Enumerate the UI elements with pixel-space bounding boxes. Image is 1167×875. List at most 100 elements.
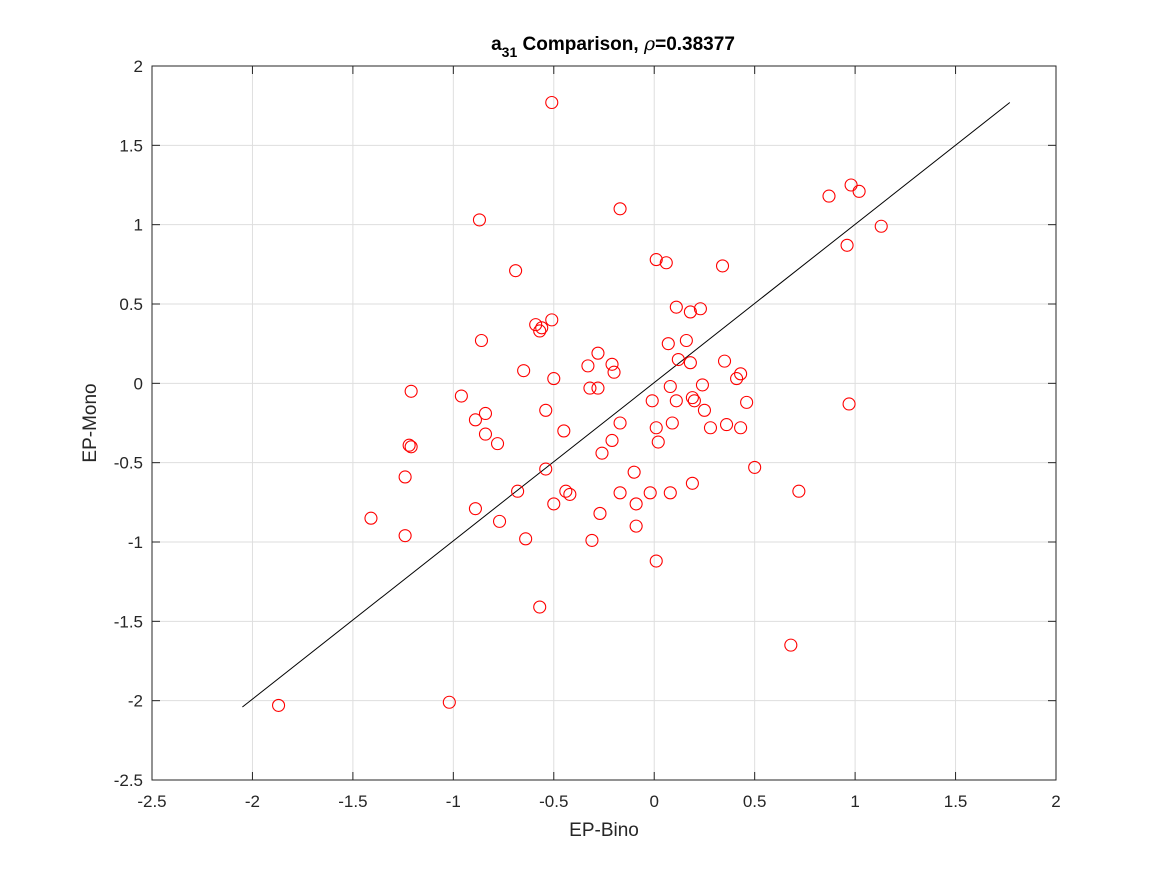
x-tick-label: 1.5 — [944, 792, 968, 811]
data-point — [629, 497, 643, 511]
reference-line-layer — [242, 102, 1011, 708]
data-point — [581, 359, 595, 373]
axes — [151, 65, 1057, 781]
x-axis-label: EP-Bino — [569, 820, 639, 841]
y-tick-label: -2 — [128, 692, 143, 711]
data-point — [685, 476, 699, 490]
title-main: a — [491, 34, 502, 55]
data-point — [703, 421, 718, 435]
data-point — [840, 238, 854, 252]
data-point — [591, 381, 605, 395]
data-point — [669, 300, 683, 314]
data-point — [533, 600, 547, 614]
data-point — [557, 424, 571, 438]
data-point — [593, 506, 607, 520]
chart-title: a31 Comparison, ρ=0.38377 — [491, 33, 735, 60]
y-tick-label: -1.5 — [114, 612, 143, 631]
data-point — [613, 486, 627, 500]
data-point — [539, 403, 553, 417]
tick-labels: -2.5 -2 -1.5 -1 -0.5 0 0.5 1 1.5 2 -2.5 -2 -1.5 -1 -0.… — [114, 57, 1061, 811]
data-point — [730, 372, 744, 386]
data-point — [717, 354, 732, 368]
data-point — [651, 435, 665, 449]
data-point — [629, 519, 643, 533]
x-tick-label: -1 — [446, 792, 461, 811]
data-point — [669, 394, 683, 408]
data-point — [364, 511, 378, 525]
data-point — [784, 638, 798, 652]
data-point — [605, 357, 619, 371]
data-point — [468, 413, 482, 427]
data-point — [649, 253, 663, 267]
data-point — [715, 259, 730, 273]
x-tick-label: 0.5 — [743, 792, 767, 811]
title-rho-symbol: ρ — [643, 33, 656, 55]
data-point — [649, 421, 663, 435]
y-tick-label: 1 — [134, 216, 143, 235]
data-point — [468, 502, 482, 516]
data-point — [734, 367, 748, 381]
data-point — [547, 497, 561, 511]
data-point — [671, 352, 685, 367]
data-point — [719, 418, 734, 432]
y-tick-label: 0 — [134, 374, 143, 393]
data-point — [695, 378, 709, 392]
data-point — [663, 486, 677, 500]
data-point — [490, 437, 505, 451]
data-point — [665, 416, 679, 430]
data-point — [539, 462, 553, 476]
data-point — [645, 394, 659, 408]
x-tick-label: -1.5 — [338, 792, 367, 811]
data-point — [842, 397, 856, 411]
data-point — [693, 302, 707, 316]
x-tick-label: -2 — [245, 792, 260, 811]
data-point — [591, 346, 605, 360]
y-tick-label: 1.5 — [119, 136, 143, 155]
data-point — [792, 484, 806, 498]
data-point — [545, 313, 559, 327]
data-point — [748, 460, 762, 474]
title-subscript: 31 — [502, 44, 518, 60]
data-points — [272, 95, 888, 712]
data-point — [663, 379, 677, 394]
data-point — [679, 333, 693, 348]
title-rest: =0.38377 — [655, 34, 735, 55]
data-point — [661, 337, 675, 351]
data-point — [404, 440, 418, 454]
data-point — [547, 372, 561, 386]
data-point — [685, 391, 699, 405]
x-tick-label: -2.5 — [137, 792, 166, 811]
data-point — [474, 333, 489, 348]
y-axis-label: EP-Mono — [80, 383, 101, 462]
data-point — [509, 264, 523, 278]
reference-line — [242, 102, 1011, 708]
data-point — [402, 438, 416, 452]
data-point — [517, 364, 531, 378]
data-point — [687, 394, 701, 408]
data-point — [607, 365, 621, 379]
x-tick-label: 0 — [649, 792, 658, 811]
data-point — [844, 178, 858, 192]
y-tick-label: 0.5 — [119, 295, 143, 314]
data-point — [533, 324, 547, 338]
data-point — [605, 433, 619, 448]
data-point — [545, 95, 559, 110]
data-point — [559, 484, 573, 498]
data-point — [511, 484, 525, 498]
data-point — [627, 465, 641, 479]
data-point — [398, 529, 412, 543]
x-tick-label: 1 — [850, 792, 859, 811]
y-tick-label: -2.5 — [114, 771, 143, 790]
data-point — [683, 305, 697, 319]
title-middle: Comparison, — [517, 34, 644, 55]
data-point — [595, 446, 609, 460]
data-point — [740, 395, 754, 409]
data-point — [659, 256, 673, 270]
data-point — [272, 698, 286, 712]
data-point — [683, 356, 697, 370]
data-point — [697, 403, 711, 417]
data-point — [478, 406, 493, 421]
x-tick-label: 2 — [1051, 792, 1060, 811]
data-point — [404, 384, 418, 398]
